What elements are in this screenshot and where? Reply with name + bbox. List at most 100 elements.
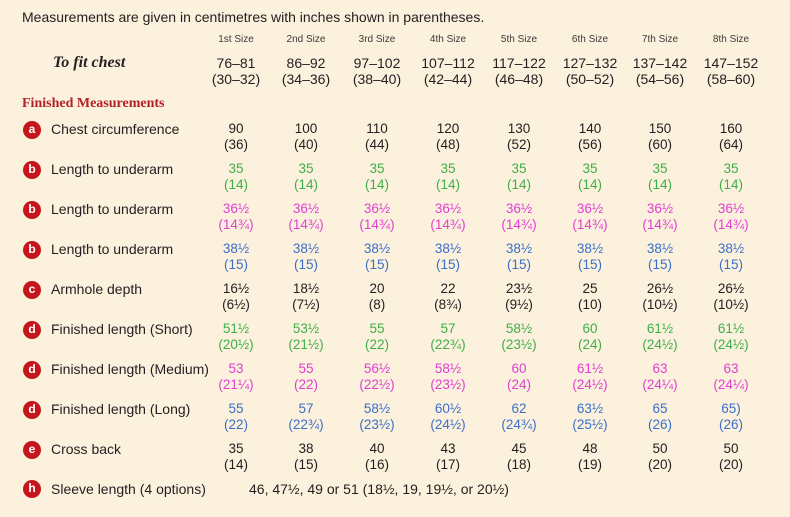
cm-value: 35	[369, 161, 385, 176]
value-cell: 63½ (25½)	[552, 401, 628, 433]
cm-value: 38½	[717, 241, 745, 256]
cm-value: 22	[440, 281, 456, 296]
value-cell: 36½ (14¾)	[481, 201, 557, 233]
value-cell: 36½ (14¾)	[693, 201, 769, 233]
badge-b-icon: b	[23, 241, 41, 259]
value-cell: 38½ (15)	[481, 241, 557, 273]
inch-value: (15)	[435, 257, 460, 272]
value-cell: 35 (14)	[410, 161, 486, 193]
cm-value: 36½	[505, 201, 533, 216]
inch-value: (34–36)	[281, 71, 331, 87]
value-cell: 20 (8)	[339, 281, 415, 313]
cm-value: 35	[228, 161, 244, 176]
row-label: Sleeve length (4 options)	[51, 481, 206, 497]
inch-value: (48)	[435, 137, 460, 152]
inch-value: (15)	[364, 257, 389, 272]
cm-value: 36½	[576, 201, 604, 216]
cm-value: 38	[298, 441, 314, 456]
to-fit-cell: 137–142 (54–56)	[622, 55, 698, 87]
value-cell: 60 (24)	[552, 321, 628, 353]
value-cell: 35 (14)	[198, 441, 274, 473]
inch-value: (24½)	[572, 377, 608, 392]
cm-value: 25	[582, 281, 598, 296]
value-cell: 100 (40)	[268, 121, 344, 153]
size-header: 7th Size	[641, 34, 679, 45]
inch-value: (14¾)	[359, 217, 395, 232]
cm-value: 18½	[292, 281, 320, 296]
value-cell: 130 (52)	[481, 121, 557, 153]
value-cell: 55 (22)	[268, 361, 344, 393]
cm-value: 50	[723, 441, 739, 456]
cm-value: 48	[582, 441, 598, 456]
badge-b-icon: b	[23, 161, 41, 179]
inch-value: (24½)	[430, 417, 466, 432]
cm-value: 55	[228, 401, 244, 416]
inch-value: (15)	[223, 257, 248, 272]
cm-value: 20	[369, 281, 385, 296]
inch-value: (8¾)	[434, 297, 462, 312]
cm-value: 57	[440, 321, 456, 336]
value-cell: 38½ (15)	[268, 241, 344, 273]
value-cell: 63 (24¼)	[622, 361, 698, 393]
cm-value: 45	[511, 441, 527, 456]
value-cell: 62 (24¾)	[481, 401, 557, 433]
cm-value: 36½	[646, 201, 674, 216]
inch-value: (14¾)	[572, 217, 608, 232]
value-cell: 35 (14)	[552, 161, 628, 193]
cm-value: 58½	[505, 321, 533, 336]
cm-value: 35	[511, 161, 527, 176]
cm-value: 23½	[505, 281, 533, 296]
intro-text: Measurements are given in centimetres wi…	[22, 9, 485, 25]
inch-value: (15)	[577, 257, 602, 272]
cm-value: 60	[582, 321, 598, 336]
cm-value: 26½	[717, 281, 745, 296]
inch-value: (50–52)	[565, 71, 615, 87]
inch-value: (14¾)	[430, 217, 466, 232]
inch-value: (10)	[577, 297, 602, 312]
inch-value: (25½)	[572, 417, 608, 432]
value-cell: 35 (14)	[339, 161, 415, 193]
value-cell: 57 (22¾)	[410, 321, 486, 353]
cm-value: 61½	[717, 321, 745, 336]
cm-value: 63	[723, 361, 739, 376]
cm-value: 65)	[721, 401, 741, 416]
cm-value: 56½	[363, 361, 391, 376]
value-cell: 36½ (14¾)	[339, 201, 415, 233]
cm-value: 38½	[576, 241, 604, 256]
cm-value: 61½	[646, 321, 674, 336]
value-cell: 61½ (24½)	[622, 321, 698, 353]
value-cell: 58½ (23½)	[339, 401, 415, 433]
badge-d-icon: d	[23, 401, 41, 419]
inch-value: (14)	[718, 177, 743, 192]
inch-value: (9½)	[505, 297, 533, 312]
inch-value: (60)	[647, 137, 672, 152]
inch-value: (10½)	[713, 297, 749, 312]
cm-value: 35	[440, 161, 456, 176]
to-fit-cell: 147–152 (58–60)	[693, 55, 769, 87]
inch-value: (64)	[718, 137, 743, 152]
inch-value: (14)	[293, 177, 318, 192]
row-label: Finished length (Long)	[51, 401, 191, 417]
inch-value: (30–32)	[211, 71, 261, 87]
inch-value: (52)	[506, 137, 531, 152]
to-fit-cell: 107–112 (42–44)	[410, 55, 486, 87]
value-cell: 61½ (24½)	[693, 321, 769, 353]
badge-d-icon: d	[23, 321, 41, 339]
inch-value: (18)	[506, 457, 531, 472]
row-label: Length to underarm	[51, 241, 174, 257]
cm-value: 127–132	[562, 55, 618, 71]
row-label: Armhole depth	[51, 281, 143, 297]
inch-value: (15)	[647, 257, 672, 272]
value-cell: 160 (64)	[693, 121, 769, 153]
value-cell: 63 (24¼)	[693, 361, 769, 393]
inch-value: (14¾)	[218, 217, 254, 232]
value-cell: 38½ (15)	[552, 241, 628, 273]
to-fit-cell: 127–132 (50–52)	[552, 55, 628, 87]
value-cell: 61½ (24½)	[552, 361, 628, 393]
cm-value: 38½	[646, 241, 674, 256]
value-cell: 120 (48)	[410, 121, 486, 153]
cm-value: 150	[648, 121, 672, 136]
value-cell: 26½ (10½)	[622, 281, 698, 313]
cm-value: 65	[652, 401, 668, 416]
inch-value: (22)	[223, 417, 248, 432]
